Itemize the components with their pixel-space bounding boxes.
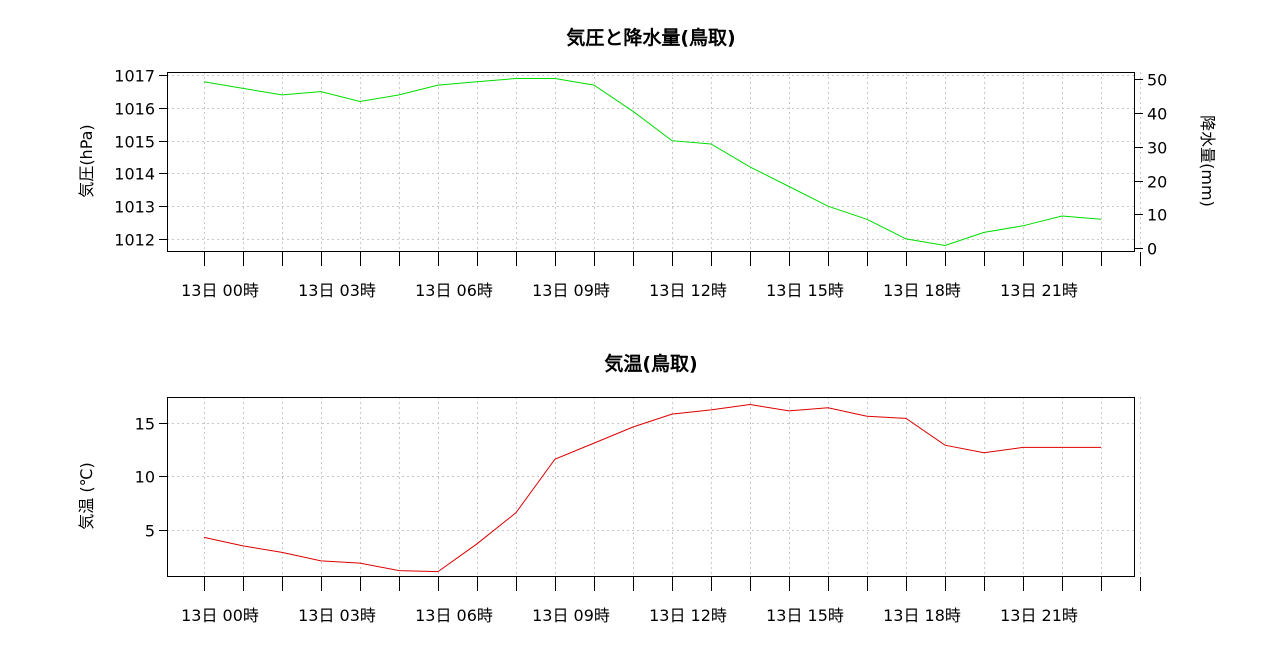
temperature-x-tick-label: 13日 12時 (649, 606, 727, 625)
pressure-y2-tick-label: 50 (1147, 71, 1167, 90)
pressure-y2-tick-label: 20 (1147, 173, 1167, 192)
temperature-series-line (203, 403, 1101, 573)
pressure-series-line (203, 78, 1102, 247)
pressure-y-tick-label: 1015 (114, 133, 155, 152)
pressure-x-tick-label: 13日 09時 (532, 281, 610, 300)
temperature-x-tick-label: 13日 09時 (532, 606, 610, 625)
temperature-x-tick-label: 13日 03時 (298, 606, 376, 625)
pressure-chart-title: 気圧と降水量(鳥取) (566, 26, 735, 49)
pressure-x-tick-label: 13日 00時 (181, 281, 259, 300)
temperature-y-tick-label: 15 (135, 415, 155, 434)
pressure-y-tick-label: 1013 (114, 198, 155, 217)
pressure-y-tick-label: 1016 (114, 100, 155, 119)
pressure-y-axis-label: 気圧(hPa) (77, 124, 96, 197)
pressure-x-tick-label: 13日 06時 (415, 281, 493, 300)
pressure-y-tick-label: 1012 (114, 231, 155, 250)
pressure-y-tick-label: 1017 (114, 67, 155, 86)
temperature-plot: 13日 00時 13日 03時 13日 06時 13日 09時 13日 12時 13日 1… (135, 397, 1141, 625)
pressure-y2-tick-label: 40 (1147, 105, 1167, 124)
temperature-y-tick-label: 10 (135, 468, 155, 487)
pressure-y2-tick-label: 0 (1147, 240, 1157, 259)
pressure-plot: 13日 00時 13日 03時 13日 06時 13日 09時 13日 12時 13日 1… (114, 67, 1167, 301)
pressure-y2-tick-label: 30 (1147, 139, 1167, 158)
pressure-y2-tick-label: 10 (1147, 206, 1167, 225)
temperature-chart-title: 気温(鳥取) (604, 352, 697, 375)
temperature-x-tick-label: 13日 18時 (883, 606, 961, 625)
pressure-x-tick-label: 13日 18時 (883, 281, 961, 300)
temperature-y-axis-label: 気温 (℃) (77, 462, 96, 530)
temperature-x-tick-label: 13日 00時 (181, 606, 259, 625)
temperature-plot-frame (167, 397, 1135, 577)
precipitation-y-axis-label: 降水量(mm) (1198, 115, 1217, 207)
pressure-x-tick-label: 13日 15時 (766, 281, 844, 300)
pressure-x-tick-label: 13日 21時 (1000, 281, 1078, 300)
pressure-x-tick-label: 13日 03時 (298, 281, 376, 300)
temperature-x-tick-label: 13日 21時 (1000, 606, 1078, 625)
pressure-x-tick-label: 13日 12時 (649, 281, 727, 300)
temperature-y-tick-label: 5 (145, 522, 155, 541)
pressure-plot-frame (167, 72, 1135, 252)
pressure-y-tick-label: 1014 (114, 165, 155, 184)
temperature-x-tick-label: 13日 15時 (766, 606, 844, 625)
temperature-x-tick-label: 13日 06時 (415, 606, 493, 625)
